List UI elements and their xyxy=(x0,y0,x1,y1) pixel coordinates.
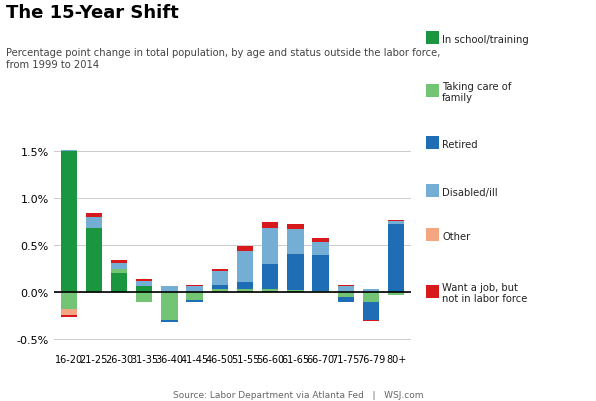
Bar xyxy=(136,281,153,287)
Bar xyxy=(136,292,153,302)
Bar xyxy=(162,292,178,321)
Bar xyxy=(212,285,228,290)
Bar xyxy=(312,256,329,292)
Text: The 15-Year Shift: The 15-Year Shift xyxy=(6,4,179,22)
Bar xyxy=(61,309,77,315)
Bar xyxy=(86,217,102,228)
Bar xyxy=(363,321,379,322)
Bar xyxy=(111,270,128,273)
Bar xyxy=(111,263,128,270)
Bar xyxy=(61,292,77,309)
Bar xyxy=(287,255,303,290)
Bar xyxy=(187,300,203,302)
Bar xyxy=(237,282,253,290)
Text: Source: Labor Department via Atlanta Fed   |   WSJ.com: Source: Labor Department via Atlanta Fed… xyxy=(173,390,423,399)
Bar xyxy=(337,286,354,292)
Bar xyxy=(162,286,178,287)
Bar xyxy=(237,290,253,292)
Bar xyxy=(262,223,278,228)
Bar xyxy=(162,287,178,292)
Bar xyxy=(363,292,379,302)
Bar xyxy=(363,290,379,292)
Bar xyxy=(287,290,303,292)
Bar xyxy=(388,222,404,225)
Bar xyxy=(212,271,228,285)
Text: Other: Other xyxy=(442,232,470,241)
Bar xyxy=(237,251,253,282)
Bar xyxy=(61,151,77,292)
Bar xyxy=(187,286,203,292)
Bar xyxy=(212,290,228,292)
Bar xyxy=(363,302,379,321)
Bar xyxy=(312,243,329,256)
Text: Disabled/ill: Disabled/ill xyxy=(442,188,498,197)
Bar xyxy=(61,315,77,317)
Bar xyxy=(187,292,203,300)
Text: Retired: Retired xyxy=(442,140,478,149)
Text: In school/training: In school/training xyxy=(442,35,529,45)
Text: Want a job, but
not in labor force: Want a job, but not in labor force xyxy=(442,282,527,304)
Bar xyxy=(187,285,203,286)
Bar xyxy=(262,264,278,290)
Bar xyxy=(312,239,329,243)
Bar xyxy=(86,292,102,293)
Bar xyxy=(162,321,178,322)
Bar xyxy=(136,279,153,281)
Bar xyxy=(287,225,303,229)
Bar xyxy=(287,229,303,255)
Bar xyxy=(61,150,77,151)
Bar xyxy=(388,221,404,222)
Bar xyxy=(337,297,354,302)
Bar xyxy=(237,246,253,251)
Bar xyxy=(136,287,153,292)
Bar xyxy=(86,213,102,217)
Bar xyxy=(388,292,404,295)
Bar xyxy=(111,260,128,263)
Bar xyxy=(111,273,128,292)
Bar xyxy=(86,228,102,292)
Bar xyxy=(262,228,278,264)
Bar xyxy=(388,225,404,292)
Bar xyxy=(337,292,354,297)
Bar xyxy=(212,269,228,271)
Bar xyxy=(262,290,278,292)
Text: Taking care of
family: Taking care of family xyxy=(442,81,511,103)
Text: Percentage point change in total population, by age and status outside the labor: Percentage point change in total populat… xyxy=(6,48,440,70)
Bar xyxy=(337,285,354,286)
